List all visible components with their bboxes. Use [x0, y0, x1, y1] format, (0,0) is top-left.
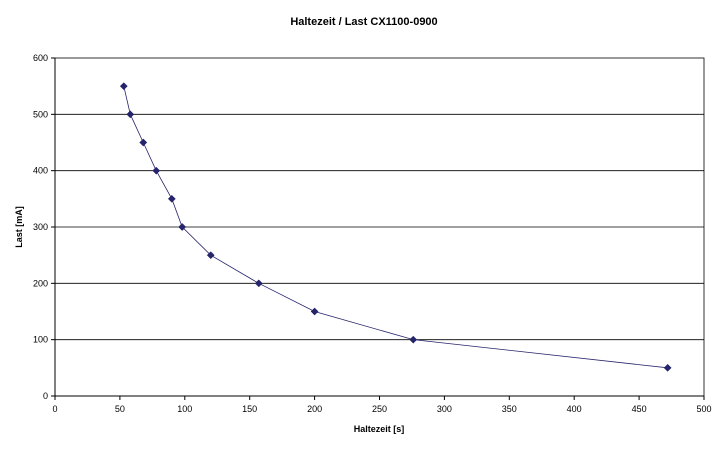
y-tick-label: 100 — [33, 335, 48, 345]
gridlines — [54, 57, 705, 397]
x-tick-label: 350 — [502, 404, 517, 414]
y-axis-label: Last [mA] — [14, 206, 24, 248]
x-tick-label: 150 — [242, 404, 257, 414]
y-tick-label: 500 — [33, 109, 48, 119]
data-point — [310, 307, 319, 316]
data-point — [139, 138, 148, 147]
x-tick-label: 50 — [115, 404, 125, 414]
data-point — [167, 194, 176, 203]
y-tick-label: 400 — [33, 166, 48, 176]
x-tick-label: 0 — [52, 404, 57, 414]
data-point — [663, 363, 672, 372]
y-axis-ticks: 0 100 200 300 400 500 600 — [33, 53, 55, 401]
x-tick-label: 100 — [177, 404, 192, 414]
x-axis-ticks: 0 50 100 150 200 250 300 350 400 450 500 — [52, 396, 712, 414]
data-point — [152, 166, 161, 175]
y-tick-label: 600 — [33, 53, 48, 63]
data-point — [178, 223, 187, 231]
chart-title: Haltezeit / Last CX1100-0900 — [290, 16, 437, 28]
data-point — [206, 251, 215, 260]
data-point — [254, 279, 263, 288]
y-tick-label: 300 — [33, 222, 48, 232]
x-tick-label: 300 — [437, 404, 452, 414]
x-tick-label: 500 — [696, 404, 711, 414]
data-point — [409, 335, 418, 344]
y-tick-label: 0 — [43, 391, 48, 401]
x-axis-label: Haltezeit [s] — [354, 424, 405, 434]
series-markers — [119, 82, 672, 372]
x-tick-label: 250 — [372, 404, 387, 414]
data-point — [126, 110, 135, 119]
x-tick-label: 450 — [632, 404, 647, 414]
y-tick-label: 200 — [33, 278, 48, 288]
x-tick-label: 200 — [307, 404, 322, 414]
x-tick-label: 400 — [567, 404, 582, 414]
data-point — [119, 82, 128, 91]
